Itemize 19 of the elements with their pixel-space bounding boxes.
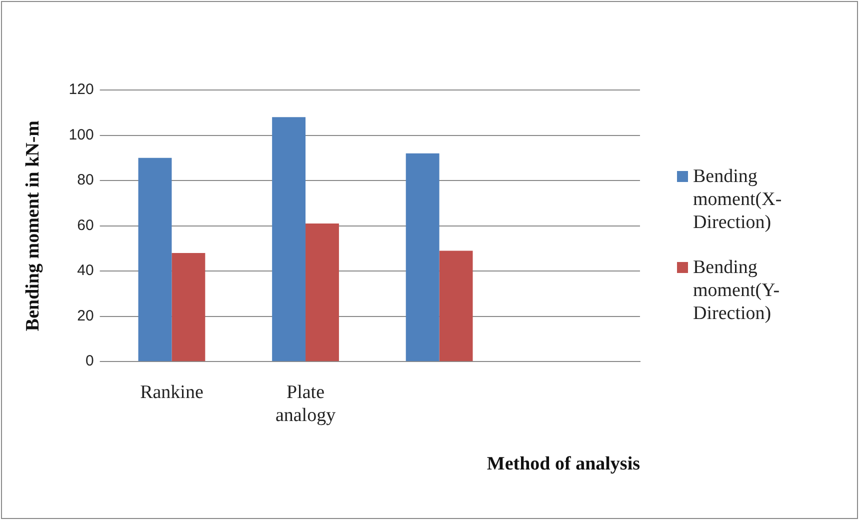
y-tick-label: 100: [68, 126, 94, 144]
y-tick-label: 20: [77, 307, 94, 324]
bar: [306, 224, 339, 362]
y-tick-label: 60: [77, 216, 94, 234]
legend-label: Bending moment(Y-Direction): [693, 256, 781, 325]
y-tick-label: 120: [68, 81, 94, 98]
x-tick-label: Rankine: [140, 382, 204, 403]
y-tick-label: 80: [77, 172, 94, 189]
x-axis-title: Method of analysis: [486, 454, 640, 475]
y-axis-title: Bending moment in kN-m: [22, 120, 44, 332]
bar: [439, 250, 473, 362]
legend-label: Bending moment(X-Direction): [693, 165, 783, 234]
bar: [406, 153, 440, 362]
y-tick-label: 0: [85, 352, 94, 370]
x-tick-label: Plate analogy: [275, 382, 336, 426]
bar: [138, 158, 172, 362]
bar: [172, 252, 206, 362]
bar: [272, 117, 306, 362]
y-tick-label: 40: [77, 262, 94, 280]
